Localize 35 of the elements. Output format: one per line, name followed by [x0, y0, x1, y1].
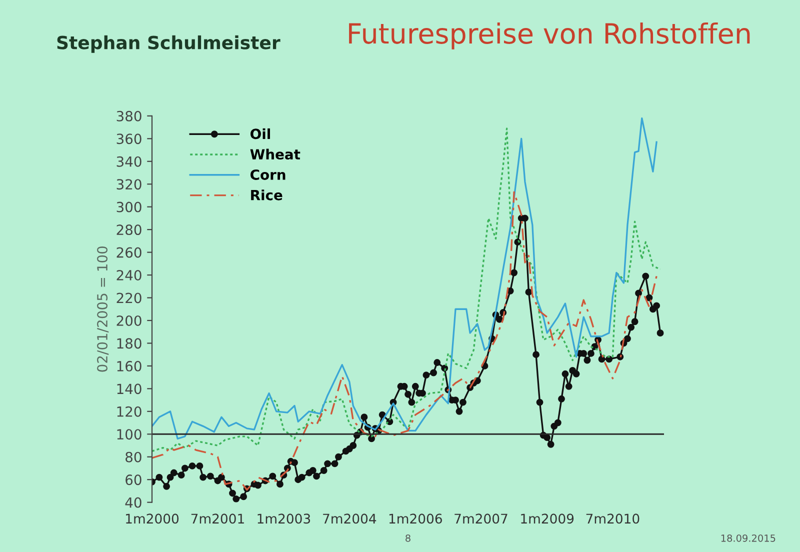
x-tick-label: 7m2004 [323, 514, 376, 524]
x-tick-label: 7m2007 [454, 514, 508, 524]
legend-label: Corn [250, 169, 286, 180]
chart-subtitle: Stephan Schulmeister [57, 35, 280, 53]
y-tick-label: 200 [116, 315, 142, 326]
y-tick-label: 280 [116, 224, 142, 236]
y-tick-label: 60 [126, 474, 142, 486]
y-tick-label: 260 [116, 247, 142, 258]
x-tick-label: 1m2003 [258, 514, 310, 524]
y-tick-label: 80 [126, 452, 142, 462]
legend-label: Rice [251, 190, 282, 200]
y-tick-label: 220 [116, 292, 142, 304]
x-tick-label: 1m2009 [521, 514, 574, 524]
y-tick-label: 40 [125, 497, 142, 508]
y-axis-title: 02/01/2005 = 100 [97, 246, 109, 372]
x-tick-label: 7m2001 [191, 514, 244, 524]
y-tick-label: 360 [116, 134, 142, 144]
x-tick-label: 1m2006 [389, 514, 442, 524]
y-tick-label: 120 [117, 406, 142, 417]
y-tick-label: 100 [117, 429, 142, 440]
y-tick-label: 180 [117, 338, 142, 349]
x-tick-label: 1m2000 [126, 514, 179, 524]
legend-label: Oil [250, 128, 270, 140]
text: 18.09.2015 [721, 534, 776, 542]
chart-title: Futurespreise von Rohstoffen [349, 22, 750, 50]
x-tick-label: 7m2010 [586, 514, 640, 524]
y-tick-label: 300 [116, 202, 142, 212]
y-tick-label: 140 [117, 384, 142, 394]
text: 8 [406, 534, 410, 542]
y-tick-label: 380 [116, 110, 142, 122]
y-tick-label: 240 [116, 270, 142, 280]
y-tick-label: 160 [117, 360, 142, 372]
legend-label: Wheat [250, 148, 300, 160]
y-tick-label: 320 [116, 179, 142, 190]
y-tick-label: 340 [116, 156, 142, 167]
